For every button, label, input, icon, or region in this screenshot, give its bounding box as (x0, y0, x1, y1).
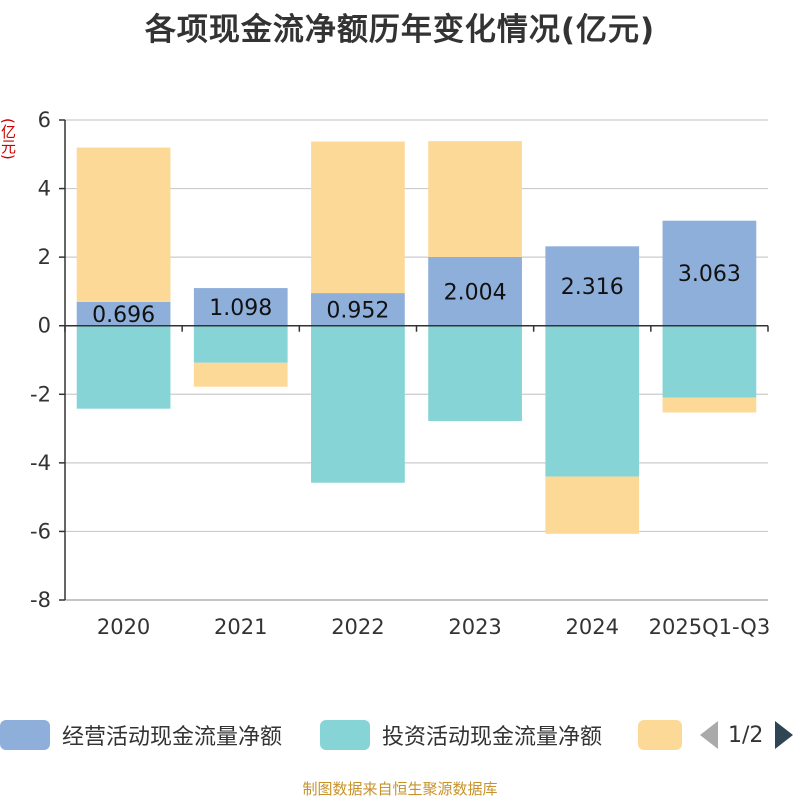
bar-2025Q1-Q3-series-1[interactable] (662, 325, 757, 398)
bar-chart: 6 4 2 0 -2 -4 -6 -8 2020 2021 2022 2023 2024 2025Q1-Q… (30, 108, 770, 639)
y-tick-label: -2 (30, 382, 51, 406)
y-tick-label: -4 (30, 451, 51, 475)
bar-2025Q1-Q3-series-0[interactable] (662, 220, 757, 326)
data-labels: 0.696 1.098 0.952 2.004 2.316 3.063 (92, 262, 741, 328)
legend-page-indicator: 1/2 (728, 722, 764, 748)
bar-2022-series-2[interactable] (311, 141, 405, 294)
y-axis-unit-label: (亿元) (0, 118, 17, 160)
axes (59, 119, 769, 601)
y-tick-label: -8 (30, 588, 51, 612)
x-tick-label: 2025Q1-Q3 (649, 615, 771, 639)
bar-group (76, 141, 757, 534)
data-label: 0.696 (92, 303, 155, 328)
bar-2020-series-0[interactable] (76, 301, 171, 326)
bar-2021-series-0[interactable] (193, 288, 288, 326)
data-label: 2.004 (444, 280, 507, 305)
legend: 经营活动现金流量净额 投资活动现金流量净额 (0, 716, 800, 754)
y-tick-label: 0 (38, 314, 51, 338)
legend-swatch-investing (320, 720, 370, 750)
legend-label-operating: 经营活动现金流量净额 (62, 725, 283, 750)
legend-swatch-operating (0, 720, 50, 750)
legend-item-operating[interactable]: 经营活动现金流量净额 (0, 716, 282, 754)
x-tick-label: 2023 (448, 615, 501, 639)
bar-2022-series-1[interactable] (311, 325, 405, 483)
bar-2022-series-0[interactable] (311, 293, 405, 326)
bar-2021-series-2[interactable] (193, 362, 288, 387)
legend-next-page-icon[interactable] (775, 721, 794, 749)
x-tick-label: 2024 (566, 615, 619, 639)
bar-2025Q1-Q3-series-2[interactable] (662, 397, 757, 413)
legend-label-investing: 投资活动现金流量净额 (382, 725, 603, 750)
tick-labels: 6 4 2 0 -2 -4 -6 -8 2020 2021 2022 2023 2024 2025Q1-Q… (30, 108, 770, 639)
data-label: 3.063 (678, 262, 741, 287)
grid-lines (65, 119, 768, 601)
legend-item-investing[interactable]: 投资活动现金流量净额 (320, 716, 602, 754)
x-tick-label: 2021 (214, 615, 267, 639)
bar-2020-series-2[interactable] (76, 147, 171, 302)
y-tick-label: 4 (38, 177, 51, 201)
chart-title: 各项现金流净额历年变化情况(亿元) (144, 12, 656, 48)
bar-2024-series-1[interactable] (545, 325, 640, 477)
data-label: 2.316 (561, 275, 624, 300)
bar-2023-series-2[interactable] (428, 141, 522, 258)
bar-2023-series-0[interactable] (428, 257, 522, 326)
bar-2024-series-2[interactable] (545, 476, 640, 534)
bar-2021-series-1[interactable] (193, 325, 288, 363)
y-tick-label: 6 (38, 108, 51, 132)
bar-2023-series-1[interactable] (428, 325, 522, 422)
bar-2020-series-1[interactable] (76, 325, 171, 409)
data-label: 0.952 (326, 298, 389, 323)
x-tick-label: 2020 (97, 615, 150, 639)
legend-pager: 1/2 (700, 716, 794, 754)
y-tick-label: 2 (38, 245, 51, 269)
data-label: 1.098 (209, 296, 272, 321)
legend-item-financing[interactable] (638, 716, 694, 754)
legend-prev-page-icon[interactable] (700, 721, 718, 749)
legend-swatch-financing (638, 720, 682, 750)
y-tick-label: -6 (30, 519, 51, 543)
data-source-note: 制图数据来自恒生聚源数据库 (302, 780, 498, 798)
x-tick-label: 2022 (331, 615, 384, 639)
bar-2024-series-0[interactable] (545, 246, 640, 326)
